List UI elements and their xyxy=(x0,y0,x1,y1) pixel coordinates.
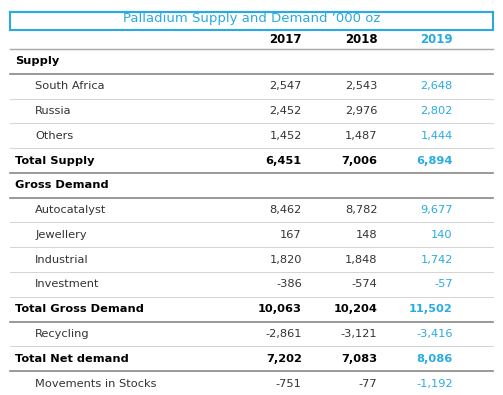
Text: 2,648: 2,648 xyxy=(421,81,453,91)
Text: Gross Demand: Gross Demand xyxy=(15,180,109,190)
Text: 8,782: 8,782 xyxy=(345,205,377,215)
Text: -77: -77 xyxy=(359,379,377,389)
Text: 1,820: 1,820 xyxy=(269,255,302,265)
Text: 1,452: 1,452 xyxy=(270,131,302,141)
Text: 167: 167 xyxy=(280,230,302,240)
Text: 2018: 2018 xyxy=(345,33,377,46)
Text: Russia: Russia xyxy=(35,106,72,116)
Text: 1,444: 1,444 xyxy=(421,131,453,141)
Text: -574: -574 xyxy=(352,279,377,290)
Text: Total Supply: Total Supply xyxy=(15,156,95,166)
Text: 10,063: 10,063 xyxy=(258,304,302,314)
Text: Movements in Stocks: Movements in Stocks xyxy=(35,379,157,389)
Text: 1,742: 1,742 xyxy=(421,255,453,265)
Text: Total Gross Demand: Total Gross Demand xyxy=(15,304,144,314)
Text: 2017: 2017 xyxy=(269,33,302,46)
Text: -2,861: -2,861 xyxy=(265,329,302,339)
Text: 2,547: 2,547 xyxy=(270,81,302,91)
Text: -751: -751 xyxy=(276,379,302,389)
Text: 7,006: 7,006 xyxy=(341,156,377,166)
Text: 1,848: 1,848 xyxy=(345,255,377,265)
Text: South Africa: South Africa xyxy=(35,81,105,91)
Text: 6,894: 6,894 xyxy=(416,156,453,166)
Text: 11,502: 11,502 xyxy=(409,304,453,314)
Text: 7,202: 7,202 xyxy=(266,354,302,364)
Text: 140: 140 xyxy=(431,230,453,240)
Text: -57: -57 xyxy=(434,279,453,290)
Text: Supply: Supply xyxy=(15,56,59,66)
Text: -386: -386 xyxy=(276,279,302,290)
Text: -3,121: -3,121 xyxy=(341,329,377,339)
Text: Others: Others xyxy=(35,131,73,141)
Text: 8,086: 8,086 xyxy=(416,354,453,364)
Text: Investment: Investment xyxy=(35,279,100,290)
Text: Total Net demand: Total Net demand xyxy=(15,354,129,364)
Text: Recycling: Recycling xyxy=(35,329,90,339)
Text: Jewellery: Jewellery xyxy=(35,230,87,240)
Text: 148: 148 xyxy=(356,230,377,240)
Text: 7,083: 7,083 xyxy=(341,354,377,364)
Text: 2,976: 2,976 xyxy=(345,106,377,116)
Text: 2,452: 2,452 xyxy=(270,106,302,116)
Text: -1,192: -1,192 xyxy=(416,379,453,389)
Text: Industrial: Industrial xyxy=(35,255,89,265)
Text: 6,451: 6,451 xyxy=(266,156,302,166)
Text: -3,416: -3,416 xyxy=(416,329,453,339)
Text: Autocatalyst: Autocatalyst xyxy=(35,205,107,215)
Text: 9,677: 9,677 xyxy=(420,205,453,215)
Text: 8,462: 8,462 xyxy=(270,205,302,215)
Text: 1,487: 1,487 xyxy=(345,131,377,141)
Text: 2019: 2019 xyxy=(420,33,453,46)
Text: Palladium Supply and Demand ’000 oz: Palladium Supply and Demand ’000 oz xyxy=(123,12,380,25)
Text: 10,204: 10,204 xyxy=(333,304,377,314)
Text: 2,543: 2,543 xyxy=(345,81,377,91)
Text: 2,802: 2,802 xyxy=(421,106,453,116)
